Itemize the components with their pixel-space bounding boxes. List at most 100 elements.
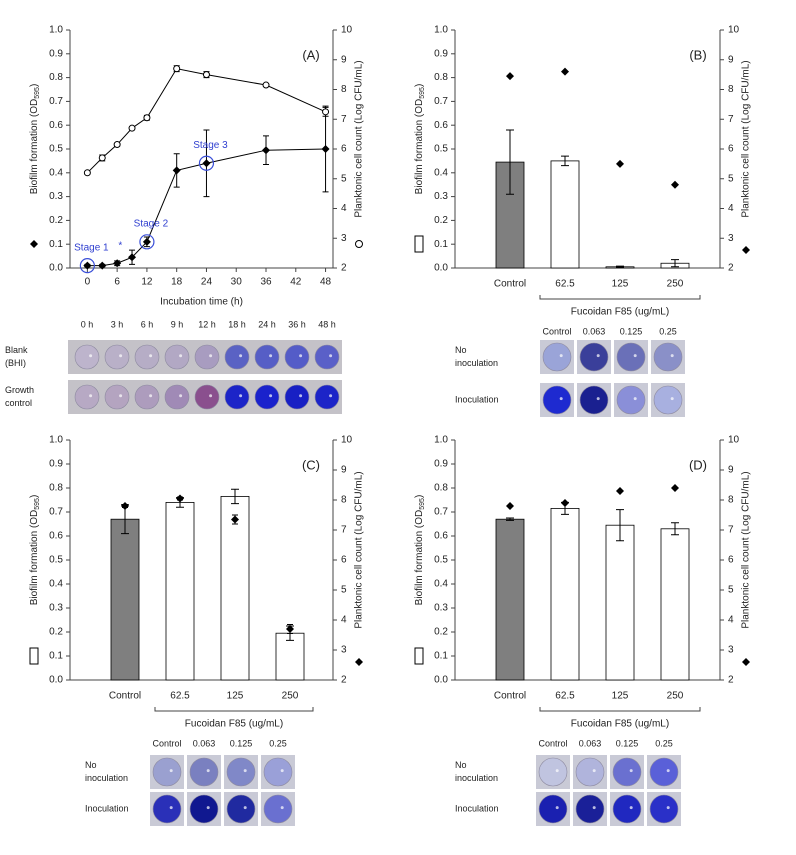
well <box>314 344 340 370</box>
y-tick-label: 0.7 <box>434 96 448 107</box>
panel-label: (B) <box>689 47 706 62</box>
plate-row-label: No <box>85 760 97 770</box>
x-bracket <box>539 707 701 712</box>
legend-marker <box>414 647 424 665</box>
y-tick-label: 0.9 <box>434 459 448 470</box>
well-glare <box>666 806 670 810</box>
point <box>113 141 121 149</box>
point <box>506 502 514 510</box>
y2-tick-label: 7 <box>728 525 734 536</box>
y-tick-label: 0.2 <box>49 215 63 226</box>
y-tick-label: 0.1 <box>434 651 448 662</box>
y2-tick-label: 3 <box>341 645 347 656</box>
plate-column-label: 0.063 <box>579 738 602 748</box>
x-tick-label: 62.5 <box>555 691 575 702</box>
error-bar <box>671 259 679 268</box>
x-axis-label: Fucoidan F85 (ug/mL) <box>571 307 669 318</box>
x-tick-label: 48 <box>320 277 332 288</box>
y-tick-label: 0.1 <box>434 239 448 250</box>
plate-column-label: 9 h <box>171 319 184 329</box>
y2-tick-label: 7 <box>341 525 347 536</box>
well-glare <box>633 397 637 401</box>
plate-column-label: 18 h <box>228 319 246 329</box>
well-glare <box>633 354 637 358</box>
point <box>83 169 91 177</box>
y2-tick-label: 3 <box>728 645 734 656</box>
x-axis-label: Fucoidan F85 (ug/mL) <box>185 719 283 730</box>
y-tick-label: 1.0 <box>49 25 63 36</box>
well-glare <box>555 769 559 773</box>
y2-tick-label: 8 <box>728 84 734 95</box>
point <box>143 114 151 122</box>
x-bracket <box>539 295 701 300</box>
well <box>612 794 642 824</box>
well-glare <box>209 354 213 358</box>
plate-column-label: Control <box>538 738 567 748</box>
y2-tick-label: 4 <box>728 203 734 214</box>
well-glare <box>239 394 243 398</box>
plate-row-label: Inoculation <box>455 803 499 813</box>
well <box>538 794 568 824</box>
well <box>616 385 646 415</box>
y-tick-label: 0.5 <box>434 144 448 155</box>
stage-label: Stage 1 <box>74 242 109 253</box>
well-glare <box>269 394 273 398</box>
plate-row-label: Inoculation <box>455 394 499 404</box>
plate-row-label: (BHI) <box>5 358 26 368</box>
x-tick-label: 250 <box>667 691 684 702</box>
plate-column-label: 36 h <box>288 319 306 329</box>
point <box>561 67 569 76</box>
bar <box>165 501 195 681</box>
well-glare <box>670 354 674 358</box>
y-tick-label: 0.5 <box>434 555 448 566</box>
well <box>284 344 310 370</box>
x-tick-label: 125 <box>227 691 244 702</box>
x-tick-label: 6 <box>114 277 120 288</box>
well-glare <box>299 354 303 358</box>
well-glare <box>329 394 333 398</box>
plate-row-label: control <box>5 398 32 408</box>
well <box>134 384 160 410</box>
stage-label: Stage 3 <box>193 140 228 151</box>
y-tick-label: 0.9 <box>434 48 448 59</box>
y-tick-label: 0.4 <box>49 579 63 590</box>
well <box>284 384 310 410</box>
y-tick-label: 0.1 <box>49 651 63 662</box>
point <box>286 625 294 633</box>
bar <box>550 507 580 681</box>
point <box>616 487 624 495</box>
point <box>83 261 92 270</box>
plate-column-label: 0.125 <box>620 326 643 336</box>
well-glare <box>596 354 600 358</box>
y-tick-label: 0.0 <box>434 675 448 686</box>
point <box>321 145 330 153</box>
point <box>262 81 270 89</box>
plate-row-label: inoculation <box>85 773 128 783</box>
y2-tick-label: 9 <box>341 465 347 476</box>
plate-column-label: 12 h <box>198 319 216 329</box>
point <box>671 484 679 492</box>
panel-label: (D) <box>689 457 707 472</box>
y-tick-label: 0.8 <box>434 72 448 83</box>
x-tick-label: Control <box>109 691 141 702</box>
well <box>152 794 182 824</box>
well-glare <box>119 394 123 398</box>
bar <box>605 524 635 681</box>
error-bar <box>561 155 569 167</box>
x-tick-label: 62.5 <box>170 691 190 702</box>
well-glare <box>280 769 284 773</box>
y2-tick-label: 2 <box>341 675 347 686</box>
legend-marker <box>355 658 363 666</box>
y2-tick-label: 5 <box>728 585 734 596</box>
panel-label: (C) <box>302 457 320 472</box>
well <box>194 344 220 370</box>
well-glare <box>555 806 559 810</box>
x-tick-label: 24 <box>201 277 213 288</box>
well <box>254 344 280 370</box>
well-glare <box>89 394 93 398</box>
y2-tick-label: 9 <box>341 54 347 65</box>
plate-column-label: 48 h <box>318 319 336 329</box>
well-glare <box>209 394 213 398</box>
y2-tick-label: 5 <box>341 173 347 184</box>
